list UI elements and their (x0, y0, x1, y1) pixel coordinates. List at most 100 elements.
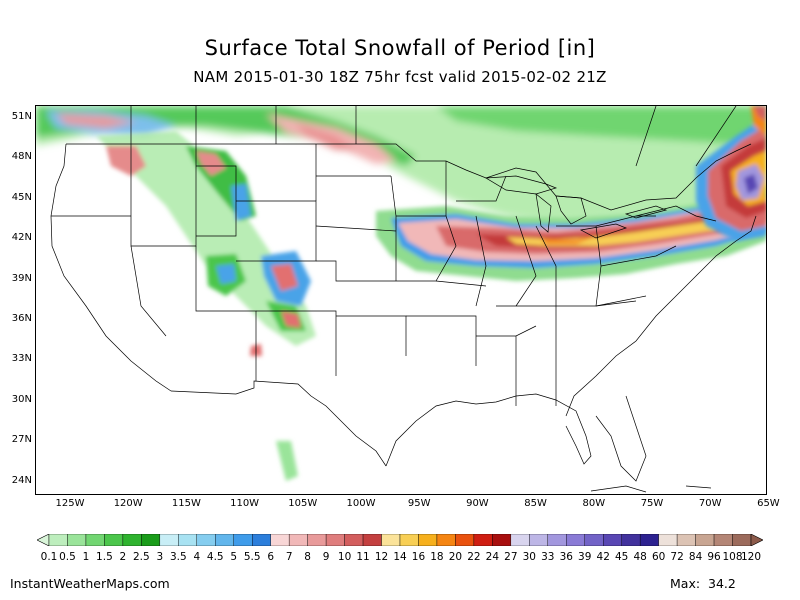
lat-label: 24N (11, 474, 32, 486)
colorbar-label: 60 (651, 551, 666, 563)
colorbar-label: 30 (522, 551, 536, 563)
colorbar-cell (270, 534, 290, 546)
lon-label: 125W (55, 498, 85, 509)
colorbar-cell (732, 534, 752, 546)
colorbar-cell (252, 534, 271, 546)
colorbar-label: 45 (614, 551, 629, 563)
colorbar-cell (473, 534, 493, 546)
lon-label: 120W (113, 498, 143, 509)
lat-label: 42N (11, 232, 32, 244)
colorbar-label: 7 (285, 551, 293, 563)
colorbar-arrow-right (750, 534, 763, 546)
colorbar-label: 1.5 (96, 551, 113, 563)
snow-field-northeast (696, 106, 766, 241)
lat-label: 30N (11, 393, 32, 405)
lon-label: 105W (288, 498, 318, 509)
lat-label: 33N (11, 353, 32, 365)
colorbar-cell (104, 534, 124, 546)
colorbar-label: 4.5 (206, 551, 224, 563)
lon-label: 100W (346, 498, 376, 509)
lat-label: 45N (11, 191, 32, 203)
colorbar-cell (436, 534, 456, 546)
colorbar-label: 4 (193, 551, 201, 563)
colorbar-label: 18 (430, 551, 444, 563)
colorbar-cell (178, 534, 197, 546)
colorbar-label: 22 (467, 551, 481, 563)
colorbar-cell (603, 534, 622, 546)
colorbar-label: 12 (374, 551, 389, 563)
lon-label: 80W (582, 498, 606, 509)
colorbar-cell (639, 534, 659, 546)
max-label: Max: (670, 576, 701, 591)
lat-label: 36N (11, 313, 32, 324)
colorbar-arrow-left (37, 534, 50, 546)
colorbar-cell (381, 534, 401, 546)
colorbar-cell (85, 534, 105, 546)
map-subtitle: NAM 2015-01-30 18Z 75hr fcst valid 2015-… (193, 68, 607, 86)
colorbar-label: 39 (578, 551, 592, 563)
colorbar-label: 72 (670, 551, 684, 563)
colorbar-cell (399, 534, 419, 546)
lat-label: 51N (11, 111, 32, 122)
snow-band-midwest (376, 186, 766, 281)
colorbar (37, 534, 763, 546)
lon-label: 75W (640, 498, 664, 509)
colorbar-label: 16 (411, 551, 426, 563)
lat-label: 39N (11, 272, 32, 284)
colorbar-label: 42 (596, 551, 610, 563)
colorbar-label: 3.5 (169, 551, 187, 563)
colorbar-cell (48, 534, 68, 546)
colorbar-cell (344, 534, 364, 546)
colorbar-cell (288, 534, 308, 546)
colorbar-cell (584, 534, 604, 546)
colorbar-cell (547, 534, 567, 546)
colorbar-label: 5 (230, 551, 238, 563)
state-borders (50, 106, 757, 493)
colorbar-label: 1 (82, 551, 90, 563)
colorbar-cell (713, 534, 733, 546)
colorbar-label: 3 (156, 551, 164, 563)
lon-label: 90W (466, 498, 489, 509)
colorbar-label: 96 (707, 551, 721, 563)
colorbar-cell (122, 534, 142, 546)
colorbar-label: 5.5 (243, 551, 261, 563)
colorbar-label: 27 (504, 551, 518, 563)
colorbar-cell (676, 534, 696, 546)
colorbar-cell (695, 534, 715, 546)
colorbar-cell (141, 534, 161, 546)
colorbar-label: 108 (722, 551, 743, 563)
colorbar-cell (621, 534, 641, 546)
colorbar-label: 0.1 (40, 551, 58, 563)
colorbar-cell (159, 534, 179, 546)
site-credit: InstantWeatherMaps.com (10, 576, 170, 591)
colorbar-cell (67, 534, 87, 546)
colorbar-cell (362, 534, 382, 546)
colorbar-label: 6 (267, 551, 275, 563)
lat-label: 48N (11, 151, 32, 163)
snowfall-map (35, 105, 767, 495)
colorbar-cell (455, 534, 475, 546)
colorbar-cell (196, 534, 216, 546)
colorbar-label: 33 (541, 551, 555, 563)
colorbar-label: 20 (448, 551, 463, 563)
colorbar-label: 0.5 (59, 551, 76, 563)
colorbar-cell (233, 534, 253, 546)
colorbar-labels: 0.1 0.5 1 1.5 2 2.5 3 3.5 4 4.5 5 5.5 6 7 8 9 10 11 12 14 16… (37, 551, 763, 565)
colorbar-cell (658, 534, 678, 546)
colorbar-label: 10 (337, 551, 352, 563)
colorbar-cell (215, 534, 234, 546)
colorbar-cell (325, 534, 345, 546)
colorbar-label: 120 (740, 551, 762, 563)
colorbar-cell (418, 534, 438, 546)
colorbar-label: 2 (119, 551, 127, 563)
colorbar-cell (307, 534, 327, 546)
lon-label: 115W (171, 498, 201, 509)
colorbar-label: 48 (633, 551, 647, 563)
colorbar-label: 14 (393, 551, 407, 563)
colorbar-cell (566, 534, 585, 546)
lon-label: 70W (698, 498, 722, 509)
snowfall-map-graphic (36, 106, 766, 493)
colorbar-label: 9 (322, 551, 330, 563)
lon-label: 65W (757, 498, 780, 509)
lat-label: 27N (11, 434, 32, 446)
